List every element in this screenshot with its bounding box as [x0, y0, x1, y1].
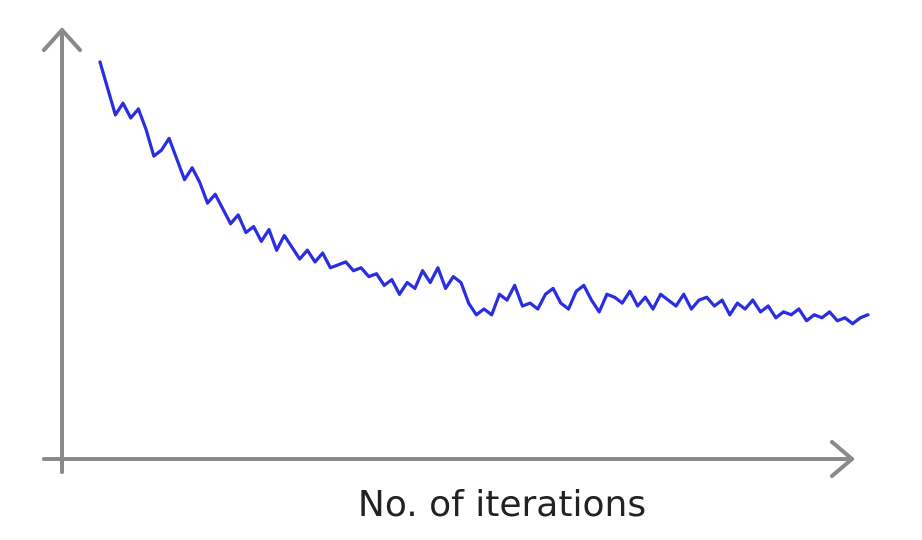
x-axis-arrowhead [830, 440, 854, 478]
y-axis-arrowhead [42, 28, 82, 52]
series-line-1 [98, 60, 870, 326]
x-axis [42, 440, 854, 478]
plot-area [98, 60, 870, 326]
x-axis-label: No. of iterations [358, 484, 646, 525]
y-axis [42, 28, 82, 474]
